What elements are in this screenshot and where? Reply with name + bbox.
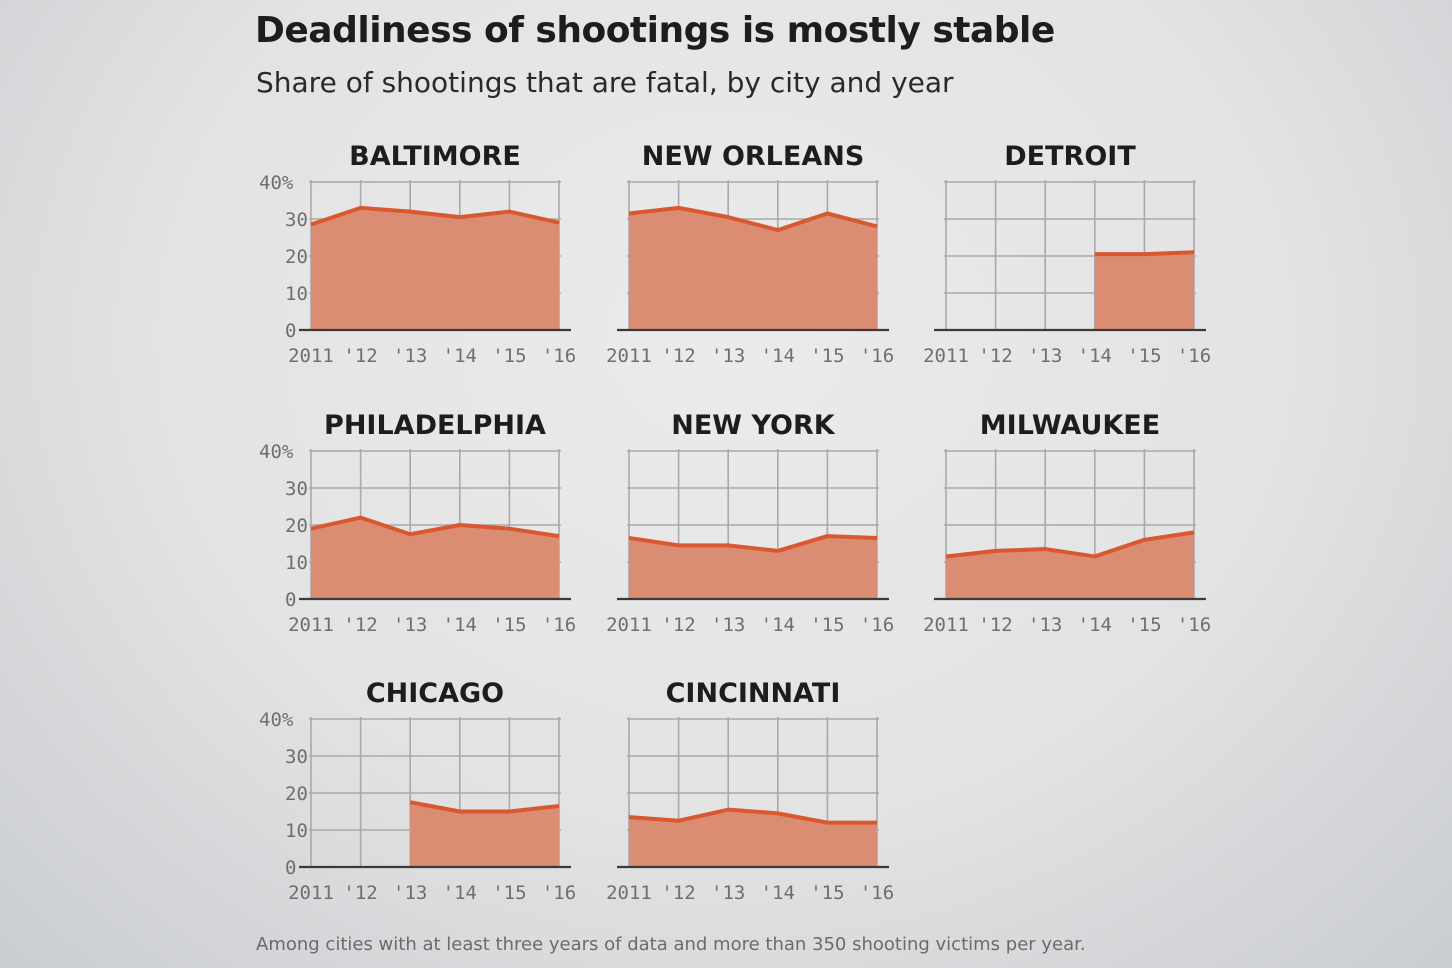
chart-panel-philadelphia: PHILADELPHIA 40% 30 20 10 0 2011 '12 '13 '14 '15 '1… [259, 410, 576, 636]
x-tick-label: '12 [661, 345, 695, 367]
x-tick-label: '13 [711, 345, 745, 367]
x-tick-label: '14 [761, 614, 795, 636]
x-tick-label: '13 [393, 614, 427, 636]
x-tick-label: '13 [1028, 614, 1062, 636]
chart-panel-chicago: CHICAGO 40% 30 20 10 0 2011 '12 '13 '14 '15 '16 [259, 678, 576, 904]
chart-title: Deadliness of shootings is mostly stable [255, 10, 1055, 51]
chart-panel-cincinnati: CINCINNATI 2011 '12 '13 '14 '15 '16 [606, 678, 894, 904]
x-tick-label: '14 [443, 345, 477, 367]
panel-title: NEW ORLEANS [642, 141, 865, 172]
x-tick-label: '14 [443, 882, 477, 904]
x-tick-label: '16 [860, 882, 894, 904]
x-tick-label: '13 [1028, 345, 1062, 367]
panel-title: CINCINNATI [666, 678, 841, 709]
x-tick-label: '14 [761, 882, 795, 904]
x-tick-label: '12 [978, 345, 1012, 367]
y-tick-label: 10 [285, 283, 308, 305]
x-tick-label: 2011 [606, 882, 652, 904]
y-tick-label: 10 [285, 820, 308, 842]
y-tick-label: 20 [285, 246, 308, 268]
y-tick-label: 0 [285, 589, 296, 611]
x-tick-label: 2011 [288, 614, 334, 636]
y-tick-label: 20 [285, 515, 308, 537]
panel-title: CHICAGO [366, 678, 504, 709]
y-tick-label: 40% [259, 172, 294, 194]
x-tick-label: '15 [810, 614, 844, 636]
series-line [409, 800, 560, 814]
chart-subtitle: Share of shootings that are fatal, by ci… [256, 66, 954, 99]
series-area [629, 536, 877, 599]
x-tick-label: '15 [1127, 614, 1161, 636]
footnote: Among cities with at least three years o… [256, 934, 1086, 955]
x-tick-label: '15 [1127, 345, 1161, 367]
x-tick-label: '16 [542, 882, 576, 904]
x-tick-label: 2011 [923, 614, 969, 636]
x-tick-label: '15 [810, 345, 844, 367]
series-line [310, 205, 560, 227]
y-tick-label: 30 [285, 746, 308, 768]
x-tick-label: 2011 [606, 345, 652, 367]
chart-panel-milwaukee: MILWAUKEE 2011 '12 '13 '14 '15 '16 [923, 410, 1211, 636]
panel-title: MILWAUKEE [980, 410, 1160, 441]
y-tick-label: 30 [285, 478, 308, 500]
x-tick-label: '13 [711, 882, 745, 904]
series-area [410, 802, 559, 867]
y-tick-label: 0 [285, 320, 296, 342]
x-tick-label: '15 [492, 345, 526, 367]
x-tick-label: '12 [978, 614, 1012, 636]
x-tick-label: '15 [492, 614, 526, 636]
x-tick-label: '14 [443, 614, 477, 636]
series-line [628, 534, 878, 553]
x-tick-label: '16 [1177, 614, 1211, 636]
series-line [1094, 250, 1195, 257]
panel-title: DETROIT [1004, 141, 1136, 172]
series-line [945, 530, 1195, 559]
x-tick-label: 2011 [606, 614, 652, 636]
x-tick-label: '13 [393, 882, 427, 904]
x-tick-label: '15 [492, 882, 526, 904]
y-tick-label: 10 [285, 552, 308, 574]
series-area [311, 207, 559, 330]
series-line [310, 515, 560, 539]
series-area [946, 532, 1194, 599]
x-tick-label: '16 [542, 614, 576, 636]
chart-panel-detroit: DETROIT 2011 '12 '13 '14 '15 '16 [923, 141, 1211, 367]
x-tick-label: '16 [860, 345, 894, 367]
x-tick-label: '12 [343, 882, 377, 904]
series-line [628, 807, 877, 825]
panel-title: BALTIMORE [349, 141, 521, 172]
panel-title: NEW YORK [671, 410, 836, 441]
x-tick-label: '16 [542, 345, 576, 367]
x-tick-label: '13 [393, 345, 427, 367]
y-tick-label: 40% [259, 709, 294, 731]
x-tick-label: '12 [661, 882, 695, 904]
x-tick-label: '16 [1177, 345, 1211, 367]
y-tick-label: 0 [285, 857, 296, 879]
chart-panel-new-orleans: NEW ORLEANS 2011 '12 '13 '14 '15 '16 [606, 141, 894, 367]
y-tick-label: 20 [285, 783, 308, 805]
x-tick-label: '16 [860, 614, 894, 636]
series-area [629, 207, 877, 330]
x-tick-label: '14 [1078, 345, 1112, 367]
series-area [311, 517, 559, 599]
y-tick-label: 40% [259, 441, 294, 463]
x-tick-label: '14 [1078, 614, 1112, 636]
x-tick-label: 2011 [288, 345, 334, 367]
series-area [629, 809, 877, 867]
x-tick-label: '14 [761, 345, 795, 367]
chart-panel-new-york: NEW YORK 2011 '12 '13 '14 '15 '16 [606, 410, 894, 636]
x-tick-label: 2011 [288, 882, 334, 904]
y-tick-label: 30 [285, 209, 308, 231]
x-tick-label: '12 [343, 614, 377, 636]
x-tick-label: '15 [810, 882, 844, 904]
x-tick-label: '12 [343, 345, 377, 367]
x-tick-label: '12 [661, 614, 695, 636]
chart-panel-baltimore: BALTIMORE 40% 30 20 10 0 2011 '12 '13 '14 '15 '16 [259, 141, 576, 367]
x-tick-label: 2011 [923, 345, 969, 367]
series-area [1094, 252, 1194, 330]
x-tick-label: '13 [711, 614, 745, 636]
panel-title: PHILADELPHIA [324, 410, 546, 441]
series-line [628, 205, 878, 233]
